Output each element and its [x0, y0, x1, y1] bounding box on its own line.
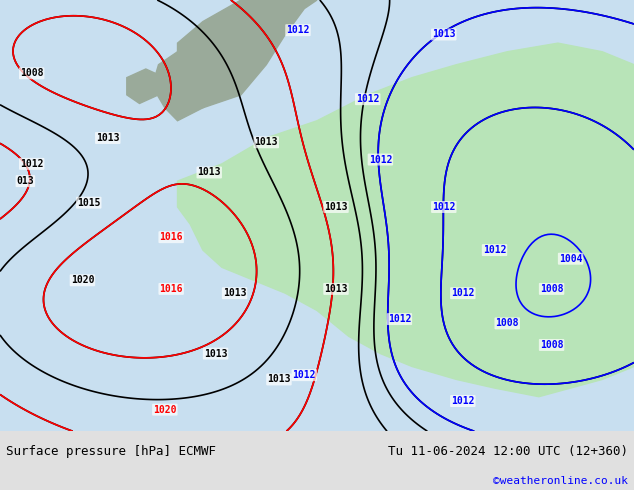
Text: 1012: 1012: [387, 314, 411, 324]
Text: 1008: 1008: [20, 68, 44, 78]
Text: ©weatheronline.co.uk: ©weatheronline.co.uk: [493, 476, 628, 486]
Text: 1013: 1013: [267, 374, 291, 385]
Text: 1008: 1008: [540, 340, 564, 350]
Polygon shape: [178, 0, 317, 108]
Text: 1013: 1013: [223, 288, 247, 298]
Text: 1012: 1012: [286, 25, 310, 35]
Text: 1012: 1012: [451, 288, 475, 298]
Text: 1013: 1013: [432, 29, 456, 40]
Text: 1012: 1012: [432, 202, 456, 212]
Text: 1008: 1008: [540, 284, 564, 294]
Text: 1012: 1012: [292, 370, 316, 380]
Text: 1012: 1012: [482, 245, 507, 255]
Text: 1012: 1012: [356, 94, 380, 104]
Text: 1013: 1013: [204, 348, 228, 359]
Text: 1020: 1020: [70, 275, 94, 285]
Text: 1013: 1013: [254, 137, 278, 147]
Text: Surface pressure [hPa] ECMWF: Surface pressure [hPa] ECMWF: [6, 445, 216, 458]
Text: 1016: 1016: [159, 232, 183, 242]
Polygon shape: [178, 43, 634, 397]
Text: 013: 013: [16, 176, 34, 186]
Text: 1012: 1012: [368, 154, 392, 165]
Text: 1008: 1008: [495, 318, 519, 328]
Text: 1013: 1013: [324, 284, 348, 294]
Text: 1020: 1020: [153, 405, 177, 415]
Polygon shape: [127, 69, 165, 103]
Text: Tu 11-06-2024 12:00 UTC (12+360): Tu 11-06-2024 12:00 UTC (12+360): [387, 445, 628, 458]
Text: 1013: 1013: [96, 133, 120, 143]
Text: 1013: 1013: [324, 202, 348, 212]
Text: 1013: 1013: [197, 168, 221, 177]
Text: 1012: 1012: [20, 159, 44, 169]
Text: 1015: 1015: [77, 197, 101, 208]
Polygon shape: [152, 52, 216, 121]
Text: 1004: 1004: [559, 254, 583, 264]
Text: 1016: 1016: [159, 284, 183, 294]
Text: 1012: 1012: [451, 396, 475, 406]
